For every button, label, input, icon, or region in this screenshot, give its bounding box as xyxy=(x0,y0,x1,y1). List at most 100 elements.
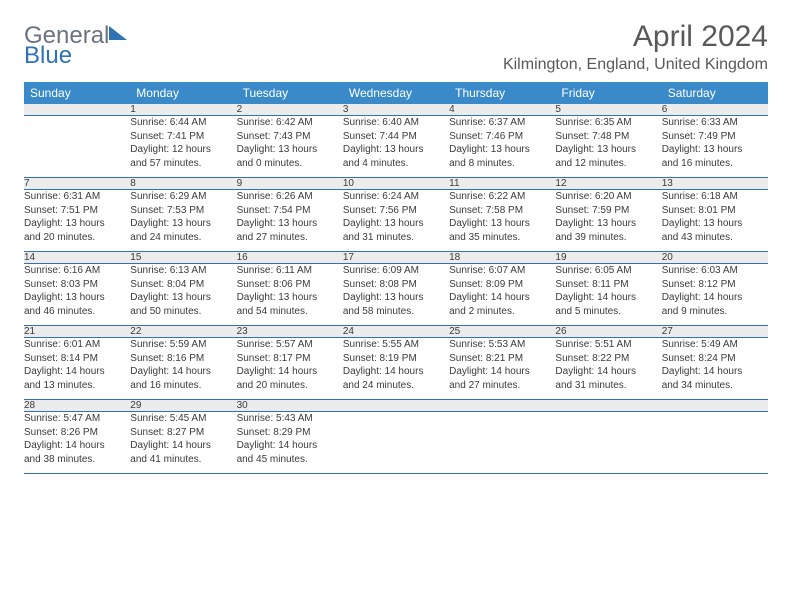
day-number: 3 xyxy=(343,104,449,116)
daylight-text-line1: Daylight: 13 hours xyxy=(343,291,449,305)
daylight-text-line1: Daylight: 14 hours xyxy=(555,291,661,305)
daylight-text-line1: Daylight: 14 hours xyxy=(343,365,449,379)
day-cell: Sunrise: 6:33 AMSunset: 7:49 PMDaylight:… xyxy=(662,116,768,178)
day-number: 30 xyxy=(237,400,343,412)
sunrise-text: Sunrise: 6:13 AM xyxy=(130,264,236,278)
day-cell: Sunrise: 6:42 AMSunset: 7:43 PMDaylight:… xyxy=(237,116,343,178)
daylight-text-line1: Daylight: 13 hours xyxy=(449,143,555,157)
daylight-text-line1: Daylight: 13 hours xyxy=(24,217,130,231)
sunrise-text: Sunrise: 6:44 AM xyxy=(130,116,236,130)
day-number: 6 xyxy=(662,104,768,116)
day-cell: Sunrise: 6:44 AMSunset: 7:41 PMDaylight:… xyxy=(130,116,236,178)
day-number: 1 xyxy=(130,104,236,116)
sunset-text: Sunset: 8:16 PM xyxy=(130,352,236,366)
day-content-row: Sunrise: 6:44 AMSunset: 7:41 PMDaylight:… xyxy=(24,116,768,178)
day-header: Monday xyxy=(130,82,236,104)
day-number: 27 xyxy=(662,326,768,338)
day-cell xyxy=(662,412,768,474)
sunset-text: Sunset: 8:03 PM xyxy=(24,278,130,292)
day-number xyxy=(24,104,130,116)
day-number: 24 xyxy=(343,326,449,338)
day-number-row: 14151617181920 xyxy=(24,252,768,264)
day-number: 21 xyxy=(24,326,130,338)
day-cell: Sunrise: 6:07 AMSunset: 8:09 PMDaylight:… xyxy=(449,264,555,326)
day-content-row: Sunrise: 6:31 AMSunset: 7:51 PMDaylight:… xyxy=(24,190,768,252)
sunrise-text: Sunrise: 5:59 AM xyxy=(130,338,236,352)
day-number-row: 78910111213 xyxy=(24,178,768,190)
sunset-text: Sunset: 8:01 PM xyxy=(662,204,768,218)
daylight-text-line2: and 57 minutes. xyxy=(130,157,236,171)
daylight-text-line2: and 13 minutes. xyxy=(24,379,130,393)
sunrise-text: Sunrise: 6:40 AM xyxy=(343,116,449,130)
sunset-text: Sunset: 8:12 PM xyxy=(662,278,768,292)
sunset-text: Sunset: 8:17 PM xyxy=(237,352,343,366)
day-cell: Sunrise: 5:53 AMSunset: 8:21 PMDaylight:… xyxy=(449,338,555,400)
day-number: 20 xyxy=(662,252,768,264)
sunrise-text: Sunrise: 5:55 AM xyxy=(343,338,449,352)
daylight-text-line2: and 58 minutes. xyxy=(343,305,449,319)
daylight-text-line2: and 24 minutes. xyxy=(130,231,236,245)
sunrise-text: Sunrise: 6:05 AM xyxy=(555,264,661,278)
day-header: Sunday xyxy=(24,82,130,104)
daylight-text-line1: Daylight: 13 hours xyxy=(24,291,130,305)
sunrise-text: Sunrise: 6:09 AM xyxy=(343,264,449,278)
logo-triangle-icon xyxy=(109,26,127,40)
day-number: 5 xyxy=(555,104,661,116)
day-cell: Sunrise: 5:57 AMSunset: 8:17 PMDaylight:… xyxy=(237,338,343,400)
sunrise-text: Sunrise: 6:35 AM xyxy=(555,116,661,130)
page-title: April 2024 xyxy=(503,20,768,54)
day-number-row: 21222324252627 xyxy=(24,326,768,338)
day-number: 8 xyxy=(130,178,236,190)
day-number: 12 xyxy=(555,178,661,190)
sunset-text: Sunset: 8:24 PM xyxy=(662,352,768,366)
daylight-text-line1: Daylight: 14 hours xyxy=(449,291,555,305)
sunset-text: Sunset: 8:14 PM xyxy=(24,352,130,366)
daylight-text-line2: and 20 minutes. xyxy=(24,231,130,245)
daylight-text-line2: and 41 minutes. xyxy=(130,453,236,467)
day-number: 2 xyxy=(237,104,343,116)
daylight-text-line1: Daylight: 14 hours xyxy=(237,365,343,379)
day-cell: Sunrise: 6:11 AMSunset: 8:06 PMDaylight:… xyxy=(237,264,343,326)
day-cell: Sunrise: 6:26 AMSunset: 7:54 PMDaylight:… xyxy=(237,190,343,252)
day-cell: Sunrise: 6:01 AMSunset: 8:14 PMDaylight:… xyxy=(24,338,130,400)
day-cell: Sunrise: 6:09 AMSunset: 8:08 PMDaylight:… xyxy=(343,264,449,326)
day-number: 19 xyxy=(555,252,661,264)
sunset-text: Sunset: 7:43 PM xyxy=(237,130,343,144)
sunset-text: Sunset: 7:56 PM xyxy=(343,204,449,218)
sunrise-text: Sunrise: 6:20 AM xyxy=(555,190,661,204)
day-header: Thursday xyxy=(449,82,555,104)
daylight-text-line2: and 4 minutes. xyxy=(343,157,449,171)
sunset-text: Sunset: 7:49 PM xyxy=(662,130,768,144)
daylight-text-line2: and 35 minutes. xyxy=(449,231,555,245)
daylight-text-line1: Daylight: 13 hours xyxy=(237,143,343,157)
sunrise-text: Sunrise: 5:43 AM xyxy=(237,412,343,426)
day-cell: Sunrise: 6:29 AMSunset: 7:53 PMDaylight:… xyxy=(130,190,236,252)
day-cell: Sunrise: 6:16 AMSunset: 8:03 PMDaylight:… xyxy=(24,264,130,326)
day-cell: Sunrise: 6:35 AMSunset: 7:48 PMDaylight:… xyxy=(555,116,661,178)
sunrise-text: Sunrise: 6:33 AM xyxy=(662,116,768,130)
daylight-text-line2: and 31 minutes. xyxy=(343,231,449,245)
calendar-table: Sunday Monday Tuesday Wednesday Thursday… xyxy=(24,82,768,474)
day-header: Tuesday xyxy=(237,82,343,104)
daylight-text-line1: Daylight: 14 hours xyxy=(24,439,130,453)
daylight-text-line1: Daylight: 13 hours xyxy=(130,217,236,231)
sunrise-text: Sunrise: 5:47 AM xyxy=(24,412,130,426)
day-number-row: 123456 xyxy=(24,104,768,116)
daylight-text-line2: and 20 minutes. xyxy=(237,379,343,393)
day-cell xyxy=(24,116,130,178)
sunrise-text: Sunrise: 6:03 AM xyxy=(662,264,768,278)
sunrise-text: Sunrise: 6:18 AM xyxy=(662,190,768,204)
daylight-text-line2: and 9 minutes. xyxy=(662,305,768,319)
day-cell: Sunrise: 6:20 AMSunset: 7:59 PMDaylight:… xyxy=(555,190,661,252)
sunset-text: Sunset: 7:46 PM xyxy=(449,130,555,144)
daylight-text-line1: Daylight: 13 hours xyxy=(343,217,449,231)
day-cell: Sunrise: 6:03 AMSunset: 8:12 PMDaylight:… xyxy=(662,264,768,326)
sunset-text: Sunset: 7:54 PM xyxy=(237,204,343,218)
day-cell: Sunrise: 6:31 AMSunset: 7:51 PMDaylight:… xyxy=(24,190,130,252)
day-number: 7 xyxy=(24,178,130,190)
location-subtitle: Kilmington, England, United Kingdom xyxy=(503,56,768,74)
daylight-text-line1: Daylight: 14 hours xyxy=(662,365,768,379)
day-cell xyxy=(555,412,661,474)
day-cell: Sunrise: 5:49 AMSunset: 8:24 PMDaylight:… xyxy=(662,338,768,400)
sunrise-text: Sunrise: 6:11 AM xyxy=(237,264,343,278)
